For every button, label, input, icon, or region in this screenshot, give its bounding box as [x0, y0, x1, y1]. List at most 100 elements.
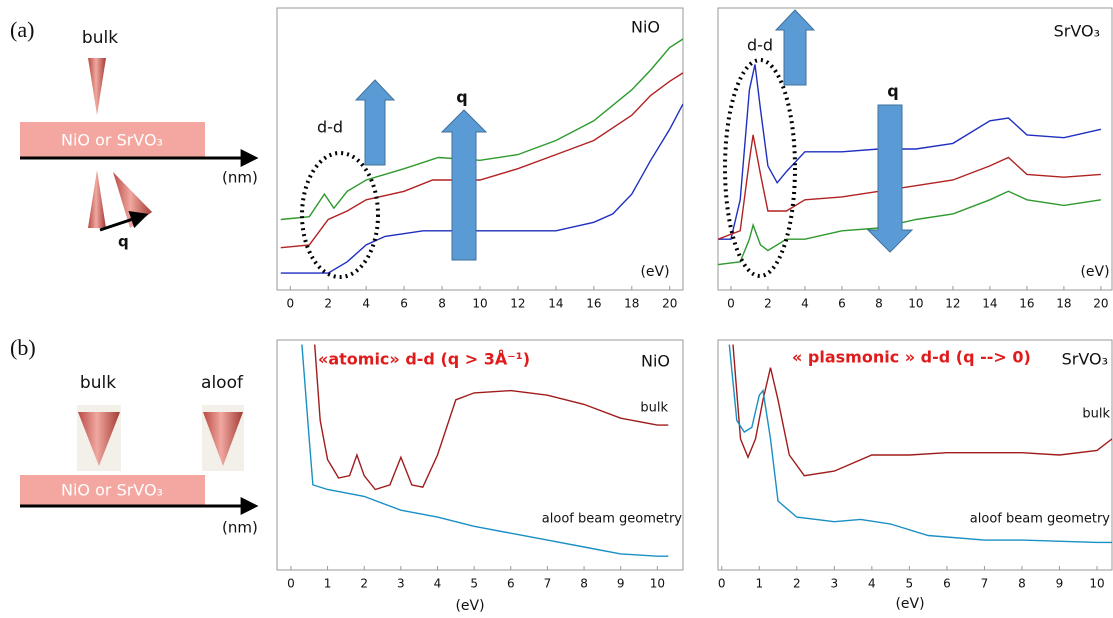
x-tick-label: 20: [1093, 297, 1108, 311]
x-tick-label: 2: [793, 577, 801, 591]
x-axis-label: (eV): [895, 596, 924, 612]
annotation: d-d: [317, 118, 343, 137]
chart-title: NiO: [641, 352, 670, 371]
spectrum-line: [314, 344, 669, 491]
annotations-layer: [300, 9, 914, 279]
plot-frame: [717, 339, 1113, 571]
panel-label: (b): [10, 335, 36, 360]
slab-label: NiO or SrVO₃: [61, 481, 163, 500]
x-tick-label: 9: [1056, 577, 1064, 591]
chart-title: NiO: [631, 18, 660, 37]
x-tick-label: 16: [1019, 297, 1034, 311]
x-tick-label: 0: [718, 577, 726, 591]
plot-frame: [276, 339, 684, 571]
x-tick-label: 4: [801, 297, 809, 311]
arrow-up: [774, 9, 816, 86]
arrow-up: [440, 109, 488, 261]
x-tick-label: 8: [1018, 577, 1026, 591]
schematic-label: bulk: [80, 373, 116, 393]
plot-frame: [717, 7, 1113, 291]
x-tick-label: 9: [617, 577, 625, 591]
x-tick-label: 10: [472, 297, 487, 311]
spectrum-line: [280, 72, 683, 249]
x-tick-label: 0: [286, 297, 294, 311]
x-tick-label: 20: [662, 297, 677, 311]
x-axis-label: (eV): [640, 264, 669, 280]
annotation: d-d: [747, 36, 773, 55]
x-tick-label: 18: [1056, 297, 1071, 311]
ellipse: [300, 151, 380, 279]
panel-label: (a): [10, 17, 34, 42]
x-tick-label: 2: [324, 297, 332, 311]
x-tick-label: 8: [580, 577, 588, 591]
x-tick-label: 10: [908, 297, 923, 311]
x-tick-label: 10: [1089, 577, 1104, 591]
spectrum-line: [280, 103, 683, 274]
cone: [203, 412, 243, 466]
q-label: q: [118, 233, 129, 251]
annotation: «atomic» d-d (q > 3Å⁻¹): [318, 350, 530, 369]
x-tick-label: 3: [831, 577, 839, 591]
annotation: « plasmonic » d-d (q --> 0): [792, 348, 1031, 367]
x-tick-label: 0: [727, 297, 735, 311]
spectrum-line: [718, 190, 1102, 266]
x-tick-label: 0: [287, 577, 295, 591]
x-tick-label: 10: [650, 577, 665, 591]
x-tick-label: 6: [943, 577, 951, 591]
spectrum-line: [732, 344, 1112, 477]
x-tick-label: 4: [362, 297, 370, 311]
annotation: bulk: [640, 401, 668, 416]
cone: [88, 170, 106, 228]
schematic-label: aloof: [201, 373, 244, 393]
x-tick-label: 5: [470, 577, 478, 591]
annotation: q: [456, 88, 467, 107]
arrow-down: [866, 104, 914, 253]
arrow-up: [354, 79, 396, 166]
spectrum-line: [301, 344, 669, 557]
slab-label: NiO or SrVO₃: [61, 131, 163, 150]
x-tick-label: 7: [544, 577, 552, 591]
x-tick-label: 7: [981, 577, 989, 591]
q-arrow: [99, 211, 149, 232]
axis-label: (nm): [222, 169, 258, 187]
x-tick-label: 14: [982, 297, 997, 311]
x-tick-label: 6: [507, 577, 515, 591]
x-tick-label: 6: [838, 297, 846, 311]
x-tick-label: 6: [400, 297, 408, 311]
annotation: aloof beam geometry: [970, 512, 1111, 527]
x-tick-label: 12: [510, 297, 525, 311]
x-tick-label: 16: [586, 297, 601, 311]
annotation: q: [887, 82, 898, 101]
x-tick-label: 12: [945, 297, 960, 311]
spectrum-line: [718, 134, 1101, 240]
spectrum-line: [718, 64, 1102, 240]
schematic-label: bulk: [82, 28, 118, 48]
x-tick-label: 4: [434, 577, 442, 591]
x-axis-label: (eV): [455, 598, 484, 614]
chart-title: SrVO₃: [1062, 350, 1108, 369]
x-tick-label: 5: [906, 577, 914, 591]
slab: [20, 475, 205, 505]
annotation: aloof beam geometry: [542, 512, 683, 527]
cone: [78, 412, 120, 466]
plot-frame: [276, 7, 684, 291]
x-tick-label: 14: [548, 297, 563, 311]
x-tick-label: 2: [764, 297, 772, 311]
x-tick-label: 1: [755, 577, 763, 591]
x-tick-label: 8: [438, 297, 446, 311]
axis-label: (nm): [222, 519, 258, 537]
x-tick-label: 18: [624, 297, 639, 311]
slab: [20, 122, 205, 158]
x-tick-label: 3: [397, 577, 405, 591]
chart-title: SrVO₃: [1054, 22, 1100, 41]
x-tick-label: 8: [875, 297, 883, 311]
x-tick-label: 2: [360, 577, 368, 591]
annotation: bulk: [1082, 407, 1110, 422]
x-tick-label: 1: [324, 577, 332, 591]
ellipse: [723, 58, 797, 278]
spectrum-line: [728, 344, 1112, 544]
cone: [88, 58, 106, 115]
x-tick-label: 4: [868, 577, 876, 591]
